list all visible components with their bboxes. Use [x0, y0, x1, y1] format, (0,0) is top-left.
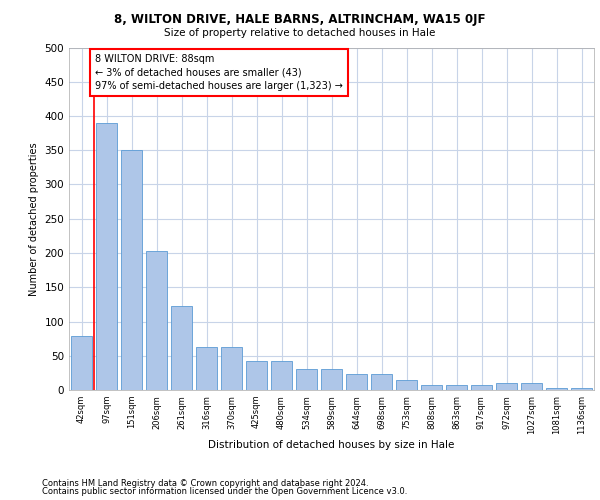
Bar: [221, 347, 242, 390]
Bar: [421, 384, 442, 390]
Bar: [546, 388, 567, 390]
Bar: [246, 360, 267, 390]
Bar: [121, 150, 142, 390]
Y-axis label: Number of detached properties: Number of detached properties: [29, 142, 39, 296]
Bar: [146, 251, 167, 390]
Bar: [496, 383, 517, 390]
Text: Contains HM Land Registry data © Crown copyright and database right 2024.: Contains HM Land Registry data © Crown c…: [42, 478, 368, 488]
Text: Size of property relative to detached houses in Hale: Size of property relative to detached ho…: [164, 28, 436, 38]
Bar: [396, 380, 417, 390]
Bar: [571, 388, 592, 390]
Bar: [371, 374, 392, 390]
Text: 8 WILTON DRIVE: 88sqm
← 3% of detached houses are smaller (43)
97% of semi-detac: 8 WILTON DRIVE: 88sqm ← 3% of detached h…: [95, 54, 343, 90]
Bar: [71, 336, 92, 390]
Bar: [271, 360, 292, 390]
Bar: [296, 370, 317, 390]
X-axis label: Distribution of detached houses by size in Hale: Distribution of detached houses by size …: [208, 440, 455, 450]
Bar: [446, 384, 467, 390]
Text: 8, WILTON DRIVE, HALE BARNS, ALTRINCHAM, WA15 0JF: 8, WILTON DRIVE, HALE BARNS, ALTRINCHAM,…: [114, 12, 486, 26]
Bar: [96, 123, 117, 390]
Bar: [346, 374, 367, 390]
Text: Contains public sector information licensed under the Open Government Licence v3: Contains public sector information licen…: [42, 487, 407, 496]
Bar: [521, 383, 542, 390]
Bar: [321, 370, 342, 390]
Bar: [196, 347, 217, 390]
Bar: [471, 384, 492, 390]
Bar: [171, 306, 192, 390]
